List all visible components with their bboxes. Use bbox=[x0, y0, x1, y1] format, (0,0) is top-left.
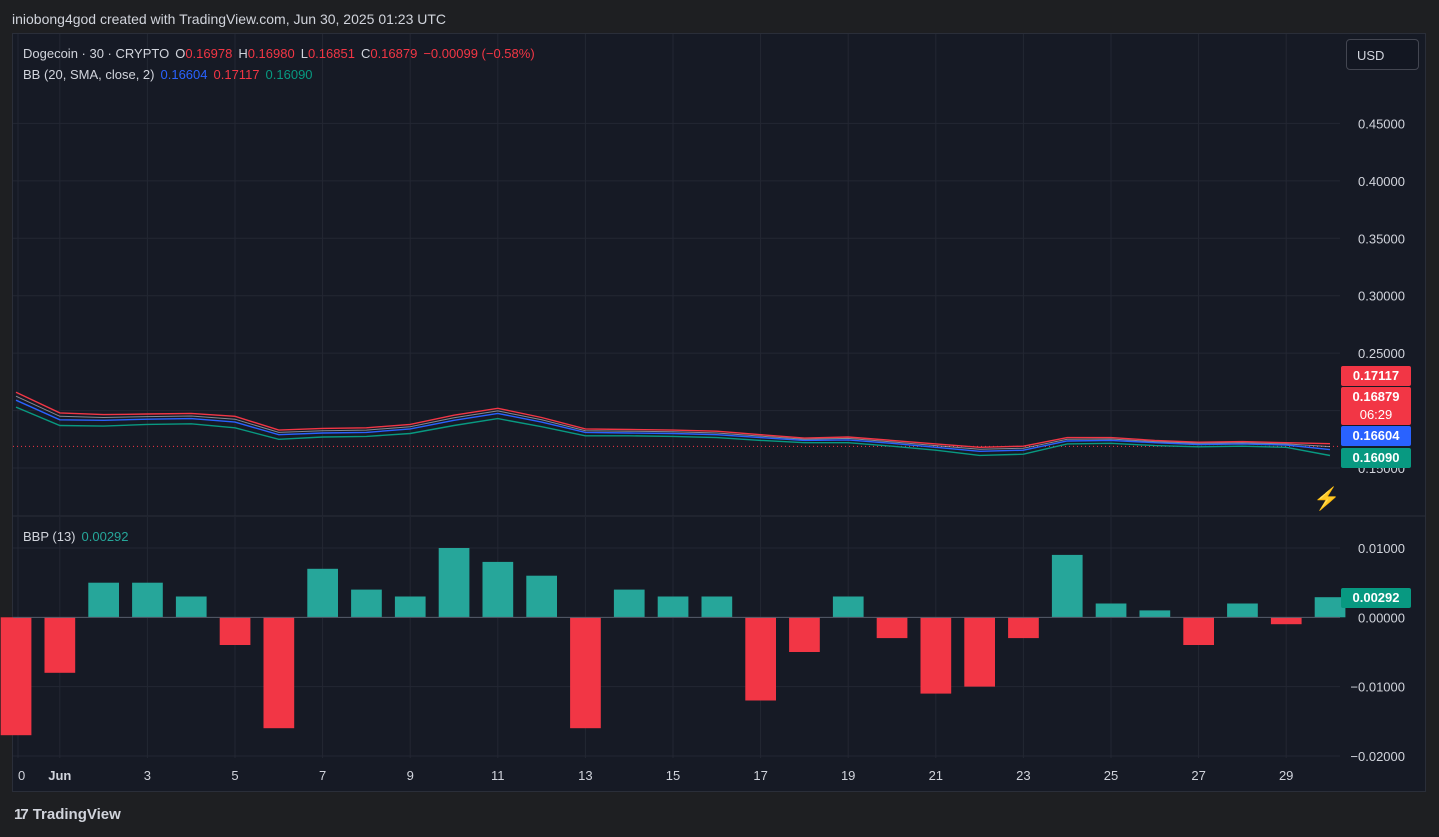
bbp-bar bbox=[1008, 617, 1039, 639]
bbp-bar bbox=[1314, 597, 1346, 618]
bbp-bar bbox=[613, 589, 645, 618]
time-axis-label: 29 bbox=[1279, 768, 1293, 783]
time-axis-label: 23 bbox=[1016, 768, 1030, 783]
time-axis-label: 11 bbox=[491, 768, 505, 783]
symbol-label[interactable]: Dogecoin · 30 · CRYPTO bbox=[23, 46, 170, 61]
bbp-bar bbox=[832, 596, 864, 618]
bbp-bar bbox=[1051, 554, 1083, 618]
chart-frame[interactable] bbox=[12, 33, 1426, 792]
lower-band-price-tag: 0.16090 bbox=[1341, 448, 1411, 468]
time-axis-label: 3 bbox=[144, 768, 151, 783]
price-axis-label: 0.25000 bbox=[1358, 346, 1405, 361]
bbp-bar bbox=[964, 617, 995, 687]
osc-axis-label: 0.00000 bbox=[1358, 610, 1405, 625]
bb-basis-value: 0.16604 bbox=[160, 67, 208, 82]
bbp-bar bbox=[1270, 617, 1302, 625]
time-axis-label: 21 bbox=[929, 768, 943, 783]
time-axis-label: 27 bbox=[1191, 768, 1205, 783]
bbp-bar bbox=[482, 561, 514, 618]
time-axis-label: 0 bbox=[18, 768, 25, 783]
last-price-value: 0.16879 bbox=[1352, 389, 1400, 404]
bbp-bar bbox=[1095, 603, 1127, 618]
bbp-bar bbox=[526, 575, 557, 618]
bbp-bar bbox=[1227, 603, 1258, 618]
osc-axis-label: 0.01000 bbox=[1358, 541, 1405, 556]
bbp-bar bbox=[44, 617, 76, 673]
chart-credit: iniobong4god created with TradingView.co… bbox=[12, 11, 447, 27]
logo-mark: 17 bbox=[14, 806, 29, 823]
last-price-tag: 0.16879 06:29 bbox=[1341, 387, 1411, 425]
bb-legend[interactable]: BB (20, SMA, close, 2) 0.16604 0.17117 0.16… bbox=[23, 67, 319, 82]
tradingview-logo[interactable]: 17 TradingView bbox=[14, 806, 121, 823]
price-axis-label: 0.45000 bbox=[1358, 116, 1405, 131]
time-axis-label: 9 bbox=[407, 768, 414, 783]
bbp-bar bbox=[175, 596, 207, 618]
time-axis-label: 7 bbox=[319, 768, 326, 783]
currency-button[interactable]: USD bbox=[1346, 39, 1419, 70]
bbp-legend-value: 0.00292 bbox=[81, 529, 129, 544]
bbp-value-tag: 0.00292 bbox=[1341, 588, 1411, 608]
time-axis-label: 15 bbox=[666, 768, 680, 783]
logo-text: TradingView bbox=[32, 806, 121, 823]
price-axis-label: 0.35000 bbox=[1358, 231, 1405, 246]
bbp-bar bbox=[657, 596, 689, 618]
bb-lower-value: 0.16090 bbox=[265, 67, 313, 82]
bbp-bar bbox=[132, 582, 163, 618]
price-legend: Dogecoin · 30 · CRYPTO O0.16978 H0.16980 L0… bbox=[23, 46, 541, 61]
bbp-bar bbox=[307, 568, 338, 618]
bb-label: BB (20, SMA, close, 2) bbox=[23, 67, 155, 82]
close-value: 0.16879 bbox=[370, 46, 418, 61]
time-axis-label: 19 bbox=[841, 768, 855, 783]
close-key: C bbox=[360, 46, 371, 61]
bbp-bar bbox=[263, 617, 295, 729]
price-line bbox=[15, 395, 1331, 450]
bbp-bar bbox=[351, 589, 382, 618]
bbp-bar bbox=[0, 617, 32, 736]
bbp-bar bbox=[876, 617, 908, 639]
upper-band-price-tag: 0.17117 bbox=[1341, 366, 1411, 386]
bbp-bar bbox=[570, 617, 601, 729]
time-axis-label: Jun bbox=[48, 768, 71, 783]
bbp-label: BBP (13) bbox=[23, 529, 76, 544]
change-value: −0.00099 (−0.58%) bbox=[423, 46, 535, 61]
high-key: H bbox=[238, 46, 248, 61]
bar-countdown: 06:29 bbox=[1359, 407, 1393, 422]
osc-axis-label: −0.01000 bbox=[1350, 680, 1405, 695]
bbp-bar bbox=[438, 548, 470, 618]
bb-basis-line bbox=[15, 399, 1331, 453]
bbp-bar bbox=[745, 617, 776, 701]
open-key: O bbox=[175, 46, 186, 61]
low-key: L bbox=[300, 46, 308, 61]
low-value: 0.16851 bbox=[307, 46, 355, 61]
bb-upper-line bbox=[15, 391, 1331, 449]
basis-price-tag: 0.16604 bbox=[1341, 426, 1411, 446]
bbp-bar bbox=[701, 596, 733, 618]
bbp-legend[interactable]: BBP (13) 0.00292 bbox=[23, 529, 135, 544]
bb-upper-value: 0.17117 bbox=[213, 67, 260, 82]
time-axis-label: 13 bbox=[578, 768, 592, 783]
price-axis-label: 0.40000 bbox=[1358, 174, 1405, 189]
bb-lower-line bbox=[15, 406, 1331, 457]
open-value: 0.16978 bbox=[185, 46, 233, 61]
bbp-bar bbox=[88, 582, 119, 618]
price-axis-label: 0.30000 bbox=[1358, 289, 1405, 304]
bbp-bar bbox=[789, 617, 820, 652]
time-axis-label: 25 bbox=[1104, 768, 1118, 783]
bbp-bar bbox=[219, 617, 251, 645]
bbp-bar bbox=[394, 596, 426, 618]
high-value: 0.16980 bbox=[247, 46, 295, 61]
osc-axis-label: −0.02000 bbox=[1350, 749, 1405, 764]
time-axis-label: 5 bbox=[231, 768, 238, 783]
bbp-bar bbox=[920, 617, 952, 694]
lightning-icon[interactable]: ⚡ bbox=[1313, 486, 1341, 511]
bbp-bar bbox=[1139, 610, 1171, 618]
time-axis-label: 17 bbox=[753, 768, 767, 783]
bbp-bar bbox=[1183, 617, 1214, 645]
